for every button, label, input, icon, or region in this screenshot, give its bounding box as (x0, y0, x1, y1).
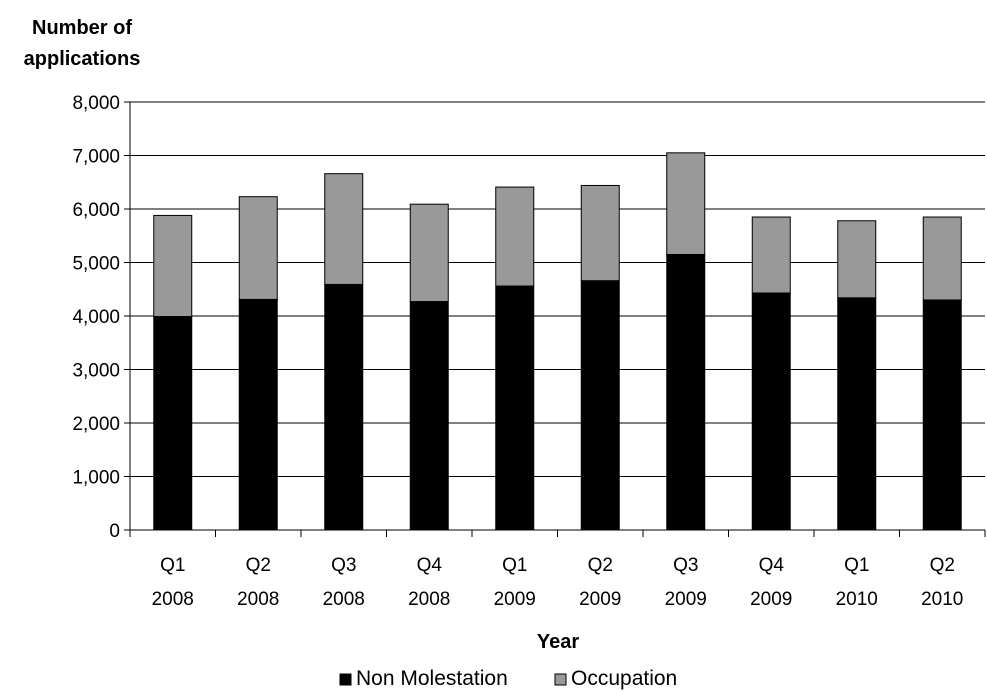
x-tick-label-year: 2008 (408, 589, 450, 610)
bar-non-molestation (324, 283, 364, 531)
bars (153, 152, 962, 531)
legend-label: Occupation (571, 667, 677, 690)
y-tick-labels: 0 1,000 2,000 3,000 4,000 5,000 6,000 7,000 8,00… (72, 93, 120, 542)
bar-occupation (153, 214, 193, 318)
y-axis-title-line-2: applications (24, 48, 141, 70)
bar-occupation (751, 216, 791, 294)
x-tick-label-year: 2009 (750, 589, 792, 610)
x-tick-label-year: 2009 (665, 589, 707, 610)
y-axis-title-line-1: Number of (32, 17, 132, 39)
bar-non-molestation (666, 253, 706, 531)
x-tick-labels: Q1 2008 Q2 2008 Q3 2008 Q4 2008 Q1 2009 Q2 2009 Q3 20… (152, 555, 964, 610)
legend: Non Molestation Occupation (339, 667, 677, 690)
axes (129, 102, 986, 537)
bar-occupation (922, 216, 962, 301)
x-tick-label-year: 2010 (836, 589, 878, 610)
bar-non-molestation (922, 299, 962, 531)
y-tick-label: 1,000 (72, 468, 120, 489)
y-tick-label: 7,000 (72, 147, 120, 168)
x-tick-label-quarter: Q4 (759, 555, 785, 576)
bar-non-molestation (495, 285, 535, 531)
x-tick-label-quarter: Q2 (588, 555, 613, 576)
x-tick-label-quarter: Q2 (930, 555, 955, 576)
y-tick-label: 2,000 (72, 414, 120, 435)
y-axis-title: Number of applications (24, 17, 141, 70)
y-tick-label: 0 (109, 521, 120, 542)
bar-non-molestation (837, 297, 877, 531)
bar-occupation (666, 152, 706, 255)
y-tick-label: 3,000 (72, 361, 120, 382)
x-tick-label-year: 2008 (323, 589, 365, 610)
bar-non-molestation (153, 316, 193, 531)
x-tick-label-quarter: Q1 (844, 555, 869, 576)
y-tick-label: 5,000 (72, 254, 120, 275)
y-tick-label: 8,000 (72, 93, 120, 114)
bar-non-molestation (238, 298, 278, 531)
bar-occupation (837, 220, 877, 299)
x-tick-label-year: 2008 (152, 589, 194, 610)
x-tick-label-quarter: Q1 (502, 555, 527, 576)
x-tick-label-year: 2008 (237, 589, 279, 610)
bar-occupation (495, 186, 535, 287)
x-tick-label-quarter: Q2 (246, 555, 271, 576)
bar-non-molestation (751, 292, 791, 531)
x-tick-label-quarter: Q1 (160, 555, 185, 576)
bar-occupation (324, 173, 364, 285)
x-tick-label-quarter: Q4 (417, 555, 443, 576)
bar-occupation (238, 196, 278, 300)
legend-swatch (339, 673, 352, 686)
bar-non-molestation (580, 280, 620, 531)
legend-label: Non Molestation (356, 667, 508, 690)
bar-occupation (580, 184, 620, 282)
bar-occupation (409, 203, 449, 303)
x-tick-label-quarter: Q3 (331, 555, 356, 576)
x-tick-label-quarter: Q3 (673, 555, 698, 576)
y-tick-label: 4,000 (72, 307, 120, 328)
bar-non-molestation (409, 301, 449, 531)
x-tick-label-year: 2009 (494, 589, 536, 610)
x-tick-label-year: 2009 (579, 589, 621, 610)
legend-swatch (554, 673, 567, 686)
x-tick-label-year: 2010 (921, 589, 963, 610)
y-tick-label: 6,000 (72, 200, 120, 221)
x-axis-title: Year (537, 631, 579, 653)
